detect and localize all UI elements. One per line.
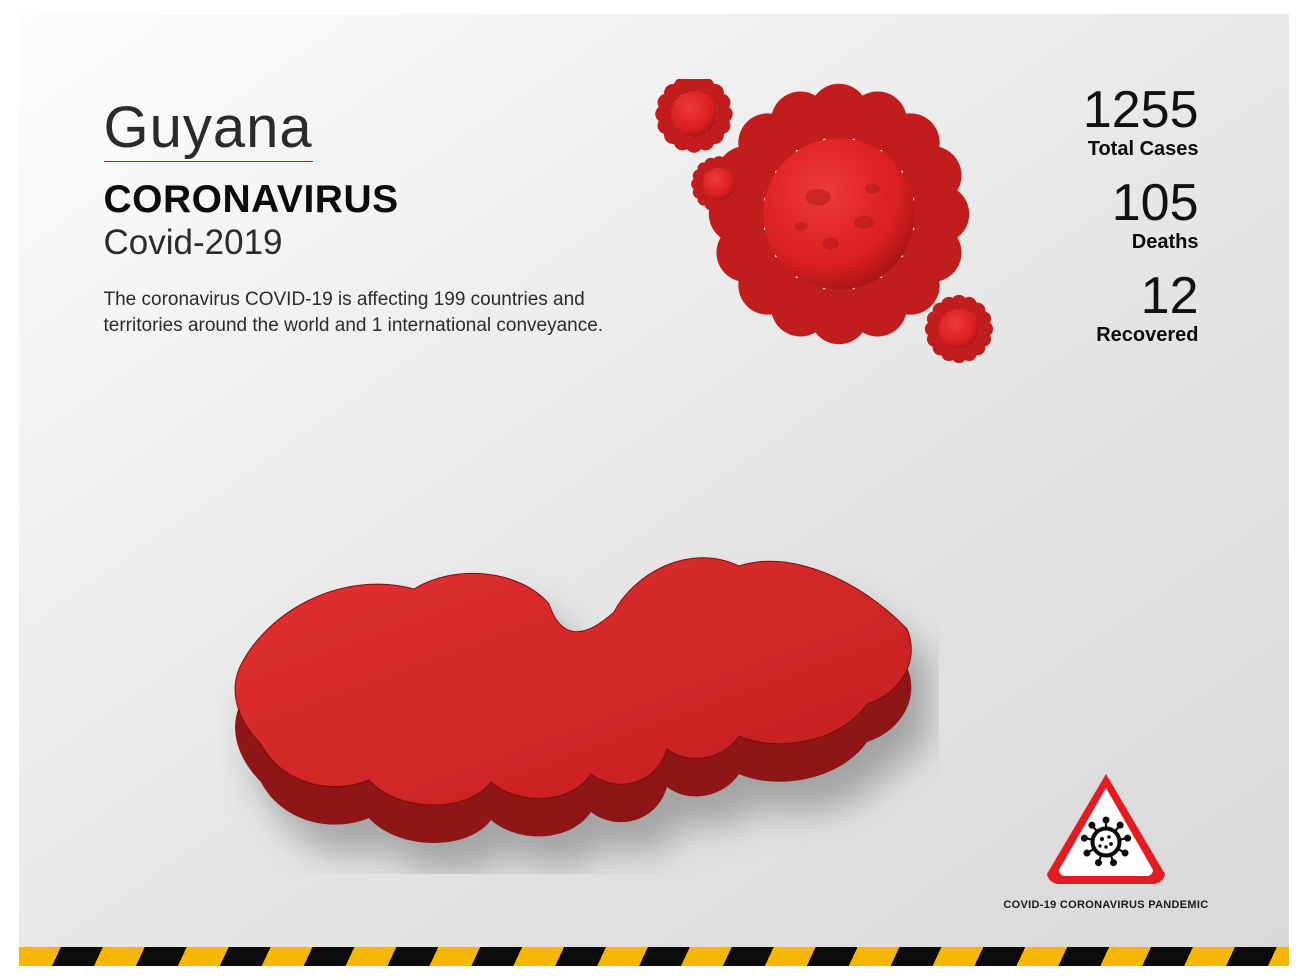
stat-value: 12 bbox=[1083, 270, 1199, 322]
header-block: Guyana CORONAVIRUS Covid-2019 The corona… bbox=[104, 94, 624, 338]
stat-label: Deaths bbox=[1083, 231, 1199, 254]
hazard-strip bbox=[19, 947, 1289, 966]
infographic-container: Guyana CORONAVIRUS Covid-2019 The corona… bbox=[19, 14, 1289, 966]
subtitle: Covid-2019 bbox=[104, 223, 624, 263]
country-map-3d bbox=[219, 494, 939, 879]
stat-value: 1255 bbox=[1083, 84, 1199, 136]
title: CORONAVIRUS bbox=[104, 180, 624, 221]
stat-value: 105 bbox=[1083, 177, 1199, 229]
description: The coronavirus COVID-19 is affecting 19… bbox=[104, 287, 624, 338]
stat-block: 1255 Total Cases bbox=[1083, 84, 1199, 161]
warning-triangle-icon bbox=[1041, 770, 1171, 888]
stat-block: 12 Recovered bbox=[1083, 270, 1199, 347]
stat-label: Recovered bbox=[1083, 324, 1199, 347]
warning-sign: COVID-19 CORONAVIRUS PANDEMIC bbox=[1003, 770, 1208, 911]
country-name: Guyana bbox=[104, 94, 313, 162]
virus-cluster-icon bbox=[639, 79, 1009, 384]
warning-caption: COVID-19 CORONAVIRUS PANDEMIC bbox=[1003, 899, 1208, 911]
stat-block: 105 Deaths bbox=[1083, 177, 1199, 254]
stats-panel: 1255 Total Cases 105 Deaths 12 Recovered bbox=[1083, 84, 1199, 363]
stat-label: Total Cases bbox=[1083, 138, 1199, 161]
